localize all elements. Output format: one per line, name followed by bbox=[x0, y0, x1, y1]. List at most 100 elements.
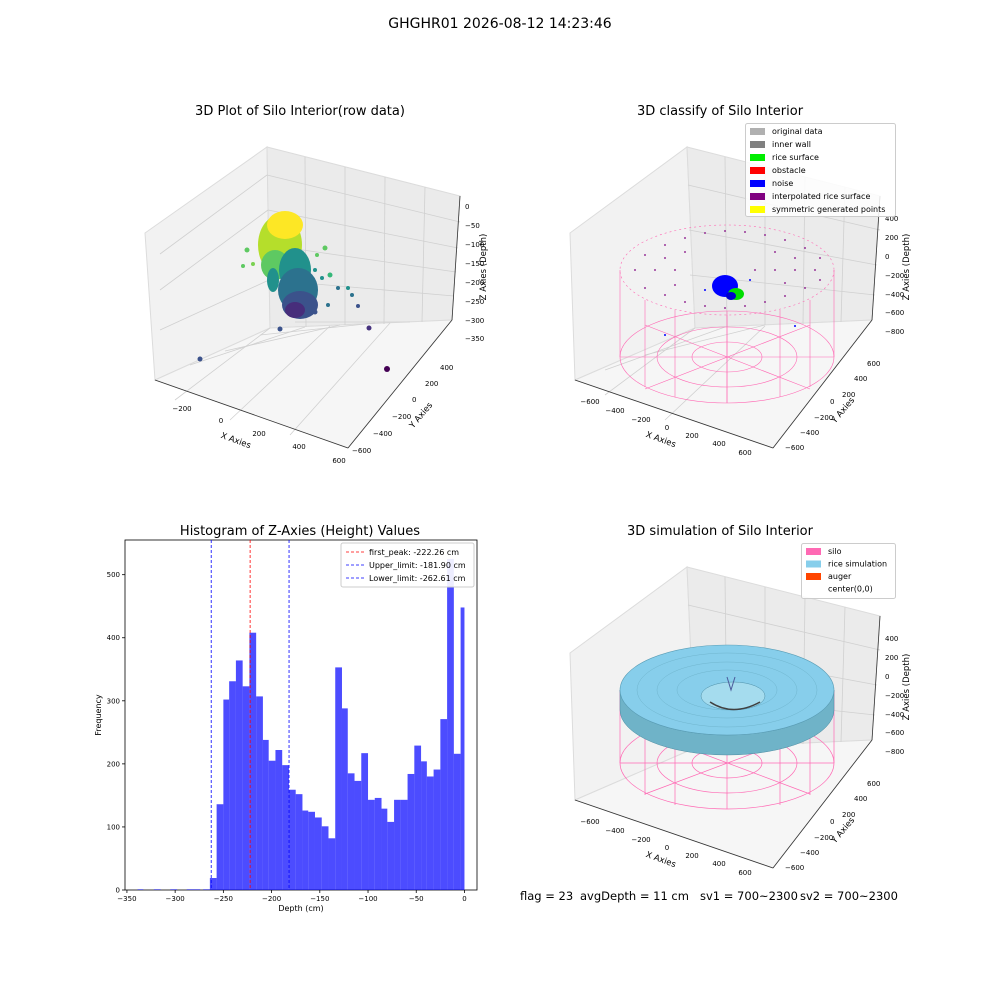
histogram-bar-29 bbox=[361, 753, 369, 890]
raw-ytick: 400 bbox=[440, 364, 453, 372]
raw-ytick: 200 bbox=[425, 380, 438, 388]
footer-sv2: sv2 = 700~2300 bbox=[800, 889, 898, 903]
histogram-legend: first_peak: -222.26 cm Upper_limit: -181.… bbox=[340, 542, 475, 588]
histogram-ytick-label: 500 bbox=[107, 571, 120, 579]
classify-z-label: Z Axies (Depth) bbox=[902, 234, 912, 301]
legend-swatch bbox=[806, 548, 821, 555]
legend-label: rice surface bbox=[772, 153, 819, 162]
histogram-bar-37 bbox=[414, 745, 422, 890]
simulation-tick-labels: −600 −400 −200 0 200 400 600 600 400 200… bbox=[580, 635, 904, 877]
histogram-bar-31 bbox=[374, 797, 382, 890]
histogram-bar-16 bbox=[275, 750, 283, 890]
raw-ztick: −150 bbox=[465, 260, 484, 268]
histogram-xtick-label: −300 bbox=[166, 895, 185, 903]
legend-label: auger bbox=[828, 572, 852, 581]
histogram-bar-1 bbox=[153, 889, 161, 890]
legend-label: silo bbox=[828, 547, 842, 556]
raw-ztick: −350 bbox=[465, 335, 484, 343]
simulation-ztick: 400 bbox=[885, 635, 898, 643]
simulation-ztick: 0 bbox=[885, 673, 889, 681]
panel-title-simulation: 3D simulation of Silo Interior bbox=[627, 524, 813, 539]
histogram-bar-30 bbox=[368, 799, 375, 890]
histogram-legend-label: first_peak: -222.26 cm bbox=[369, 548, 459, 557]
classify-ztick: −800 bbox=[885, 328, 904, 336]
classify-xtick: 200 bbox=[685, 432, 698, 440]
classify-ztick: 200 bbox=[885, 234, 898, 242]
histogram-xtick-label: −200 bbox=[262, 895, 281, 903]
simulation-rice-surface bbox=[619, 644, 835, 756]
raw-ytick: −600 bbox=[352, 447, 371, 455]
raw-axes bbox=[154, 195, 461, 449]
histogram-bar-4 bbox=[193, 889, 201, 890]
classify-xtick: −200 bbox=[631, 416, 650, 424]
raw-z-label: Z Axies (Depth) bbox=[479, 234, 489, 301]
histogram-bar-15 bbox=[268, 760, 276, 890]
classify-tick-labels: −600 −400 −200 0 200 400 600 600 400 200… bbox=[580, 215, 904, 457]
histogram-bar-41 bbox=[440, 719, 448, 890]
histogram-ytick-label: 400 bbox=[107, 634, 120, 642]
classify-x-label: X Axies bbox=[644, 430, 677, 450]
histogram-bar-19 bbox=[295, 794, 303, 890]
histogram-xtick-label: 0 bbox=[462, 895, 466, 903]
simulation-ztick: −200 bbox=[885, 692, 904, 700]
legend-label: noise bbox=[772, 179, 793, 188]
legend-swatch bbox=[750, 128, 765, 135]
histogram-bar-12 bbox=[249, 632, 257, 890]
classify-xtick: 400 bbox=[712, 440, 725, 448]
classify-xtick: 600 bbox=[738, 449, 751, 457]
histogram-ytick-label: 300 bbox=[107, 697, 120, 705]
simulation-xtick: 0 bbox=[665, 844, 669, 852]
classify-ytick: 200 bbox=[842, 391, 855, 399]
legend-label: original data bbox=[772, 127, 823, 136]
histogram-bar-8 bbox=[223, 699, 230, 890]
raw-3d-plot: −200 0 200 400 600 400 200 0 −200 −400 −… bbox=[144, 146, 489, 465]
legend-label: center(0,0) bbox=[828, 585, 873, 594]
classify-xtick: 0 bbox=[665, 424, 669, 432]
raw-xtick: 600 bbox=[332, 457, 345, 465]
classify-ztick: 400 bbox=[885, 215, 898, 223]
legend-swatch bbox=[750, 180, 765, 187]
raw-ztick: −300 bbox=[465, 317, 484, 325]
classify-ytick: −600 bbox=[785, 444, 804, 452]
simulation-xtick: −600 bbox=[580, 818, 599, 826]
simulation-ytick: −400 bbox=[800, 849, 819, 857]
histogram-bar-25 bbox=[335, 667, 342, 890]
raw-tick-labels: −200 0 200 400 600 400 200 0 −200 −400 −… bbox=[172, 203, 484, 465]
simulation-ztick: −400 bbox=[885, 711, 904, 719]
histogram-y-label: Frequency bbox=[94, 694, 103, 736]
histogram-xtick-label: −100 bbox=[358, 895, 377, 903]
histogram-bar-26 bbox=[341, 708, 348, 890]
legend-swatch bbox=[750, 206, 765, 213]
panel-title-raw: 3D Plot of Silo Interior(row data) bbox=[195, 104, 405, 119]
raw-ytick: 0 bbox=[412, 396, 416, 404]
raw-ztick: −200 bbox=[465, 279, 484, 287]
histogram-bar-32 bbox=[381, 808, 388, 890]
histogram-legend-label: Upper_limit: -181.90 cm bbox=[369, 561, 466, 570]
legend-swatch bbox=[806, 573, 821, 580]
histogram-bar-17 bbox=[282, 765, 289, 890]
footer-sv1: sv1 = 700~2300 bbox=[700, 889, 798, 903]
classify-silo-wireframe bbox=[619, 224, 835, 404]
legend-label: inner wall bbox=[772, 140, 811, 149]
histogram-bar-36 bbox=[407, 773, 415, 890]
histogram-bar-33 bbox=[387, 821, 395, 890]
legend-label: symmetric generated points bbox=[772, 205, 885, 214]
histogram-bar-6 bbox=[209, 878, 217, 890]
classify-ytick: 600 bbox=[867, 360, 880, 368]
raw-xtick: 200 bbox=[252, 430, 265, 438]
classify-xtick: −600 bbox=[580, 398, 599, 406]
histogram-bar-34 bbox=[394, 799, 401, 890]
simulation-x-label: X Axies bbox=[644, 850, 677, 870]
classify-ytick: 0 bbox=[830, 398, 834, 406]
raw-xtick: 0 bbox=[219, 417, 223, 425]
histogram-xtick-label: −50 bbox=[409, 895, 424, 903]
simulation-xtick: −400 bbox=[605, 827, 624, 835]
raw-ztick: −250 bbox=[465, 298, 484, 306]
raw-x-label: X Axies bbox=[219, 431, 252, 451]
raw-xtick: −200 bbox=[172, 405, 191, 413]
simulation-ytick: 600 bbox=[867, 780, 880, 788]
simulation-xtick: 400 bbox=[712, 860, 725, 868]
histogram-bar-40 bbox=[433, 769, 441, 890]
histogram-xtick-label: −250 bbox=[214, 895, 233, 903]
histogram-bar-21 bbox=[308, 811, 315, 890]
